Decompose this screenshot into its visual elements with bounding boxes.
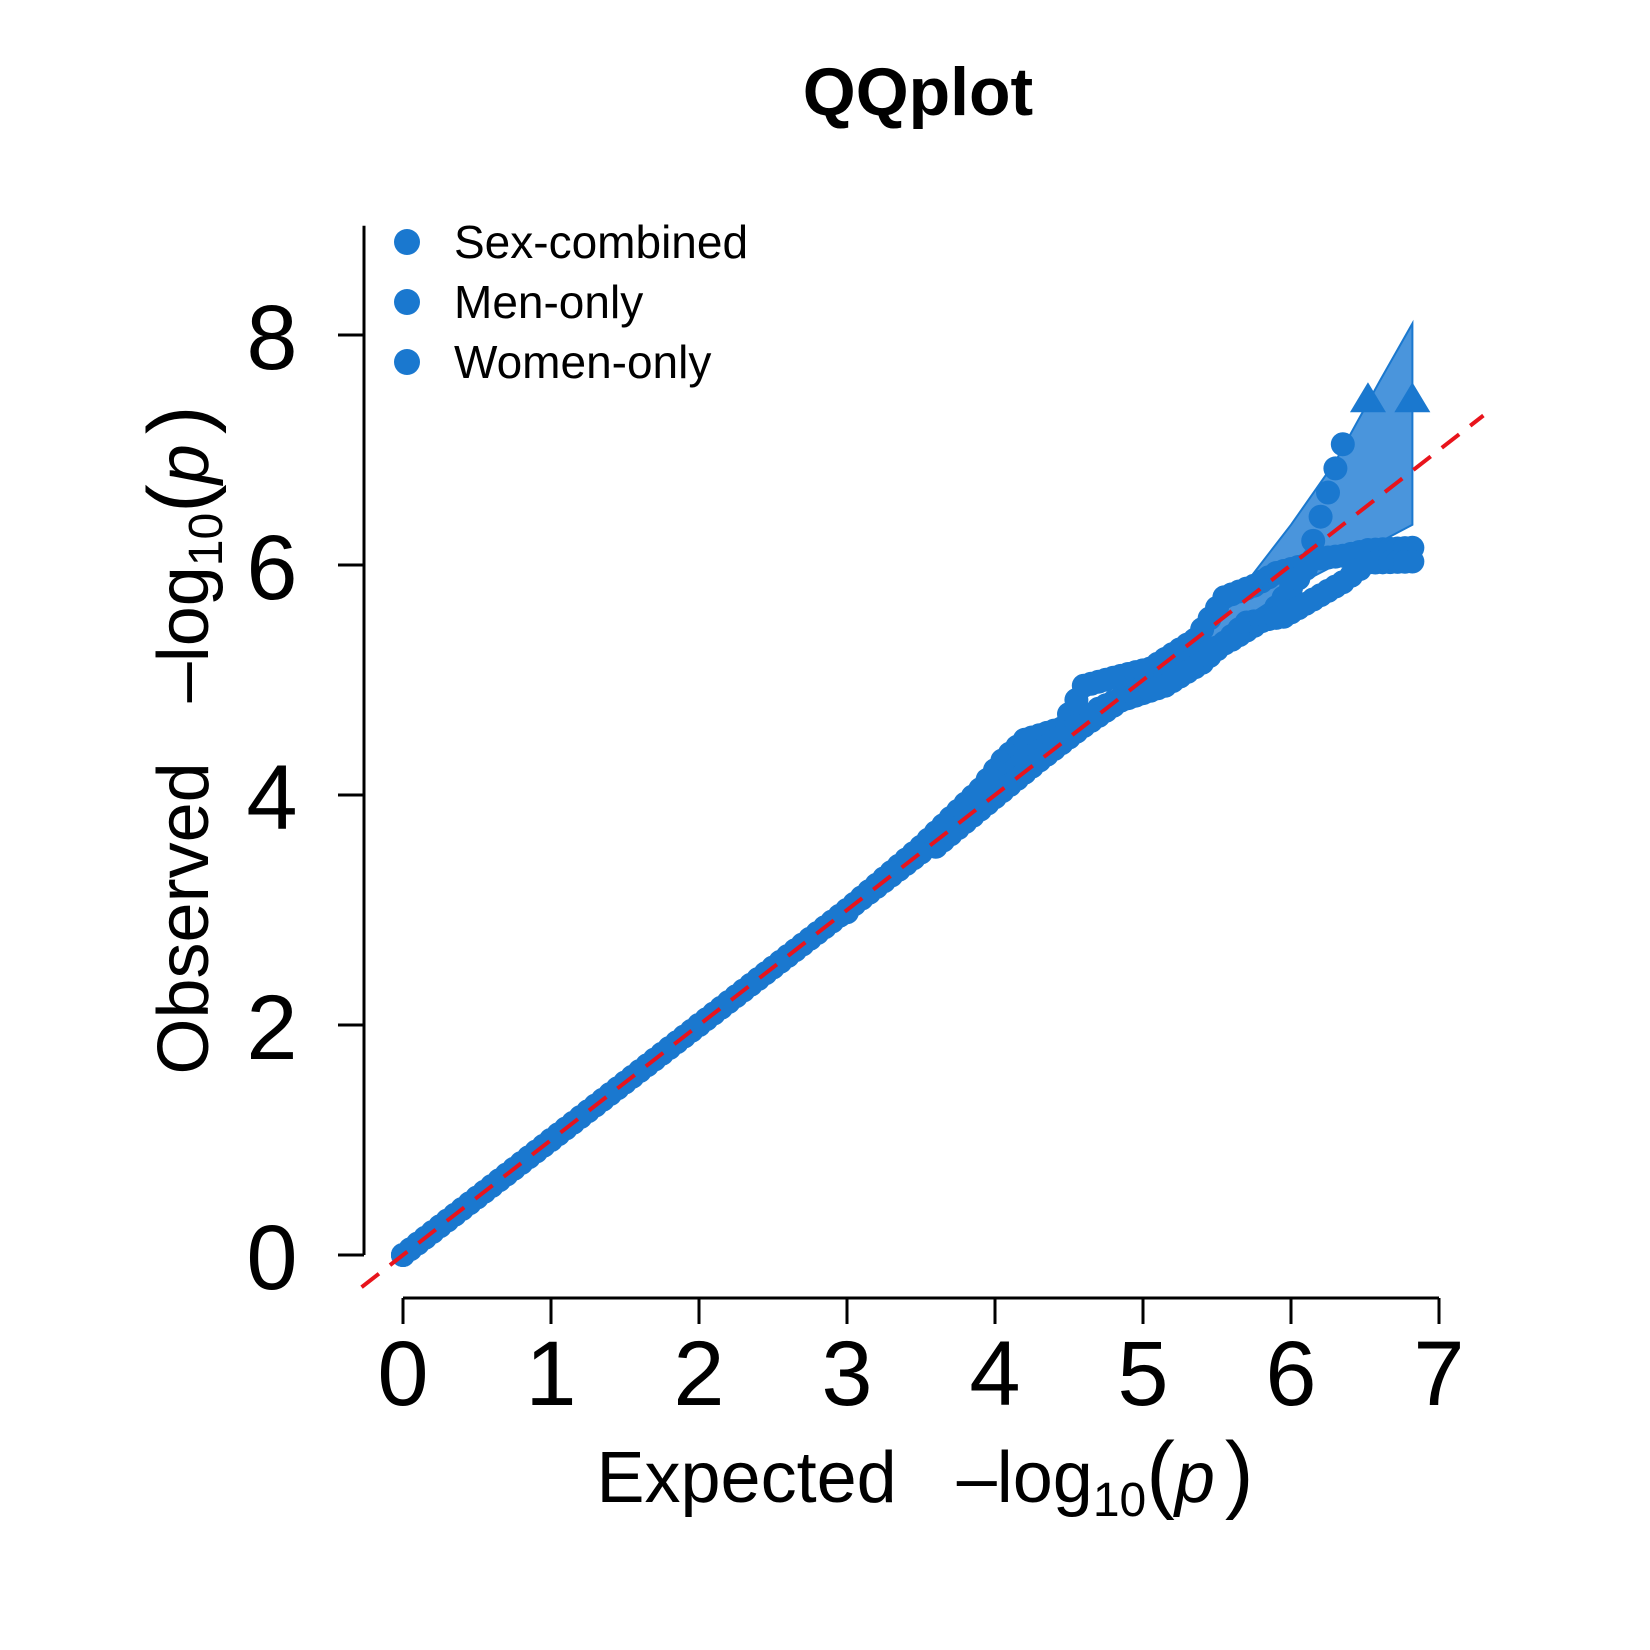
data-point bbox=[1400, 549, 1425, 574]
x-tick-label: 2 bbox=[673, 1323, 724, 1425]
y-tick-label: 0 bbox=[246, 1207, 297, 1309]
x-tick-label: 3 bbox=[821, 1323, 872, 1425]
data-point bbox=[1308, 504, 1333, 529]
y-tick-label: 2 bbox=[246, 977, 297, 1079]
series-women-only bbox=[391, 549, 1425, 1267]
points-layer bbox=[391, 382, 1431, 1267]
reference-line bbox=[360, 413, 1485, 1289]
clipped-point-marker bbox=[1394, 382, 1431, 413]
x-axis-label: Expected –log10(p) bbox=[596, 1425, 1253, 1527]
y-tick-label: 8 bbox=[246, 287, 297, 389]
x-tick-label: 4 bbox=[969, 1323, 1020, 1425]
legend-label-women-only: Women-only bbox=[454, 336, 711, 388]
data-point bbox=[1316, 480, 1340, 505]
x-tick-label: 0 bbox=[377, 1323, 428, 1425]
x-tick-label: 5 bbox=[1117, 1323, 1168, 1425]
x-tick-label: 1 bbox=[525, 1323, 576, 1425]
series-sex-combined bbox=[391, 432, 1355, 1267]
x-tick-label: 6 bbox=[1265, 1323, 1316, 1425]
y-tick-label: 6 bbox=[246, 517, 297, 619]
y-axis-label: Observed –log10(p) bbox=[131, 405, 233, 1074]
legend-marker-women-only bbox=[394, 349, 420, 375]
data-point bbox=[1323, 456, 1348, 481]
chart-title: QQplot bbox=[803, 54, 1033, 130]
legend-marker-men-only bbox=[394, 289, 420, 315]
data-point bbox=[1330, 432, 1355, 457]
y-tick-label: 4 bbox=[246, 747, 297, 849]
x-tick-label: 7 bbox=[1413, 1323, 1464, 1425]
legend-label-sex-combined: Sex-combined bbox=[454, 216, 748, 268]
reference-line-layer bbox=[360, 413, 1485, 1289]
legend-label-men-only: Men-only bbox=[454, 276, 643, 328]
legend: Sex-combined Men-only Women-only bbox=[394, 216, 748, 388]
legend-marker-sex-combined bbox=[394, 229, 420, 255]
clipped-point-marker bbox=[1349, 382, 1386, 413]
